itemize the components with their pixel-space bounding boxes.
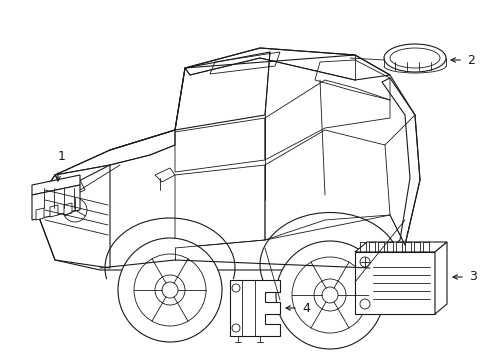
Polygon shape <box>64 203 72 215</box>
Polygon shape <box>434 242 446 314</box>
Polygon shape <box>32 185 80 220</box>
Text: 1: 1 <box>58 150 66 163</box>
Ellipse shape <box>383 44 445 72</box>
Polygon shape <box>354 242 446 252</box>
Circle shape <box>118 238 222 342</box>
Text: 4: 4 <box>302 302 309 315</box>
Polygon shape <box>36 208 44 220</box>
Polygon shape <box>40 48 419 270</box>
Text: 3: 3 <box>468 270 476 284</box>
Polygon shape <box>229 280 280 336</box>
Polygon shape <box>354 252 434 314</box>
Text: 2: 2 <box>466 54 474 67</box>
Circle shape <box>275 241 383 349</box>
Polygon shape <box>32 175 80 195</box>
Polygon shape <box>50 205 58 217</box>
